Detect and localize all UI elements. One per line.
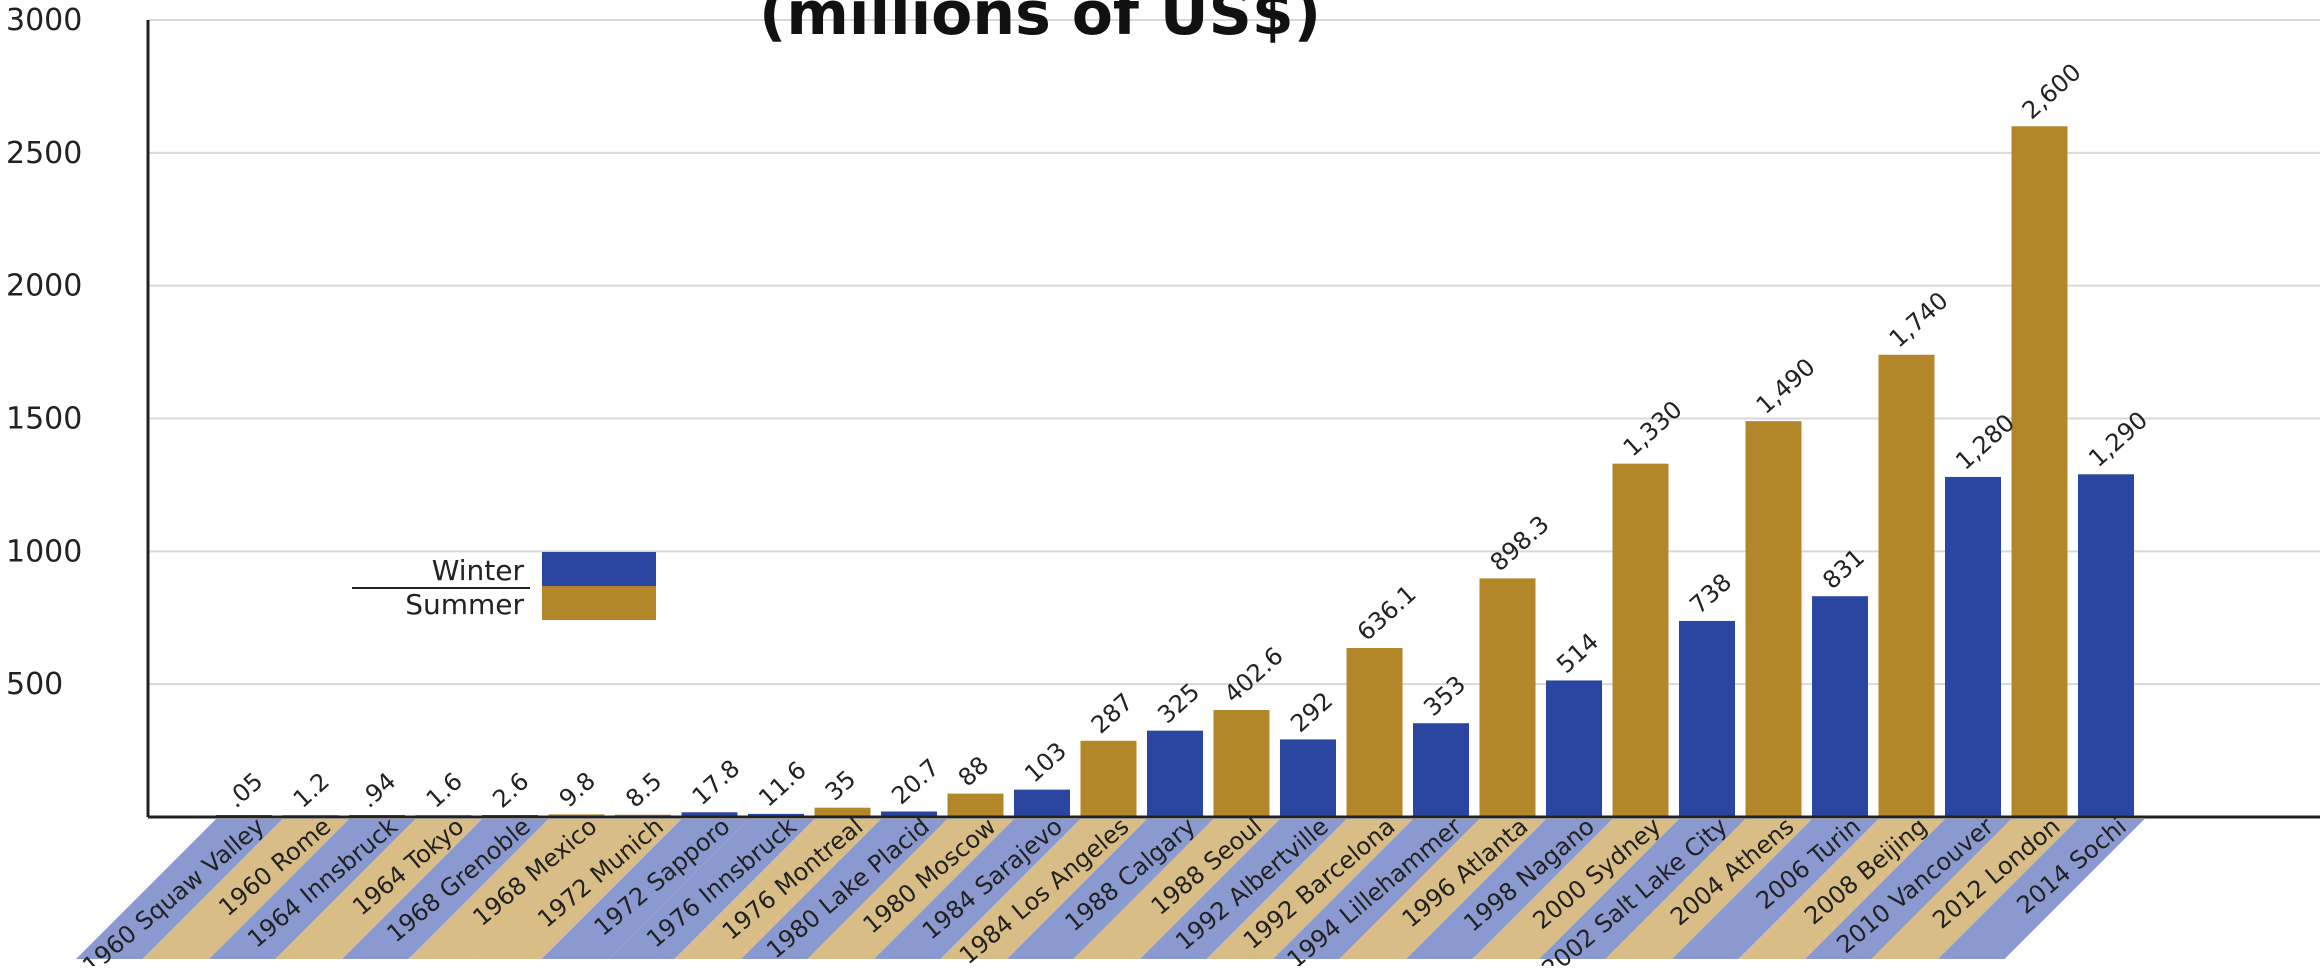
bar — [748, 813, 804, 817]
category-band — [1339, 819, 1546, 959]
category-label-bands — [76, 819, 2145, 959]
bar — [881, 811, 937, 817]
chart-title: (millions of US$) — [759, 0, 1321, 49]
y-tick-label: 2000 — [6, 269, 82, 304]
category-band — [1805, 819, 2012, 959]
data-label: 1,740 — [1884, 286, 1954, 353]
y-tick-label: 1500 — [6, 402, 82, 437]
category-band — [541, 819, 748, 959]
data-label: 402.6 — [1219, 642, 1289, 709]
data-label: 11.6 — [753, 756, 811, 813]
bar — [1546, 680, 1602, 817]
bar — [2011, 126, 2068, 818]
category-band — [1738, 819, 1945, 959]
gridlines — [148, 19, 2320, 686]
axes — [146, 20, 2320, 819]
bar — [1745, 421, 1802, 817]
data-label: 103 — [1019, 737, 1072, 788]
bars — [216, 126, 2134, 818]
data-label: 8.5 — [620, 767, 667, 813]
category-band — [1938, 819, 2145, 959]
bar — [1280, 739, 1336, 817]
category-band — [1871, 819, 2078, 959]
y-tick-label: 3000 — [6, 3, 82, 38]
category-band — [1539, 819, 1746, 959]
category-band — [1472, 819, 1679, 959]
bar — [1147, 730, 1203, 817]
category-band — [1406, 819, 1613, 959]
data-label: 2,600 — [2017, 58, 2087, 125]
data-label: 9.8 — [554, 767, 601, 813]
bar — [1080, 740, 1137, 817]
bar — [814, 807, 871, 817]
bar — [1945, 476, 2001, 817]
data-label: 1,330 — [1618, 395, 1688, 462]
bar — [1878, 354, 1935, 817]
bar — [681, 812, 738, 817]
legend: Winter Summer — [352, 552, 656, 621]
data-label: 20.7 — [886, 753, 944, 810]
data-label: 287 — [1086, 688, 1139, 739]
legend-label-summer: Summer — [405, 588, 524, 621]
category-band — [741, 819, 948, 959]
legend-swatch-winter — [542, 552, 656, 586]
data-label: 738 — [1684, 568, 1737, 619]
bar — [1346, 648, 1403, 817]
bar — [2078, 474, 2134, 817]
data-label: 88 — [953, 751, 994, 792]
data-label: 1.6 — [421, 767, 468, 813]
bar — [1413, 723, 1469, 817]
bar — [1612, 463, 1669, 817]
category-band — [1605, 819, 1812, 959]
bar — [1479, 578, 1536, 817]
y-tick-label: 2500 — [6, 136, 82, 171]
category-band — [209, 819, 416, 959]
data-label: 898.3 — [1485, 510, 1555, 577]
bar — [1014, 789, 1070, 817]
data-label: .94 — [354, 767, 401, 813]
data-label: .05 — [221, 767, 268, 813]
data-label: 1.2 — [288, 767, 335, 813]
category-band — [674, 819, 881, 959]
data-label: 636.1 — [1352, 580, 1422, 647]
data-label: 17.8 — [687, 754, 745, 811]
category-band — [475, 819, 682, 959]
legend-label-winter: Winter — [432, 554, 525, 587]
category-band — [940, 819, 1147, 959]
data-label: 353 — [1418, 670, 1471, 721]
y-tick-label: 1000 — [6, 534, 82, 569]
bar — [947, 793, 1004, 817]
y-tick-label: 500 — [6, 667, 63, 702]
data-label: 35 — [820, 765, 861, 806]
category-band — [1073, 819, 1280, 959]
data-label: 325 — [1152, 678, 1205, 729]
bar — [1213, 710, 1270, 817]
data-label: 514 — [1551, 627, 1604, 678]
category-band — [1672, 819, 1879, 959]
data-label: 292 — [1285, 686, 1338, 737]
category-band — [1007, 819, 1214, 959]
category-band — [1140, 819, 1347, 959]
category-band — [142, 819, 349, 959]
category-band — [1206, 819, 1413, 959]
category-band — [408, 819, 615, 959]
data-label: 2.6 — [487, 767, 534, 813]
bar — [1679, 620, 1735, 817]
category-band — [342, 819, 549, 959]
y-tick-labels: 3000 2500 2000 1500 1000 500 — [6, 3, 82, 702]
category-band — [807, 819, 1014, 959]
data-label: 1,290 — [2083, 406, 2153, 473]
category-band — [1273, 819, 1480, 959]
category-band — [76, 819, 283, 959]
category-band — [608, 819, 815, 959]
category-band — [874, 819, 1081, 959]
category-band — [275, 819, 482, 959]
data-label: 1,490 — [1751, 353, 1821, 420]
legend-swatch-summer — [542, 586, 656, 620]
bar — [1812, 596, 1868, 817]
